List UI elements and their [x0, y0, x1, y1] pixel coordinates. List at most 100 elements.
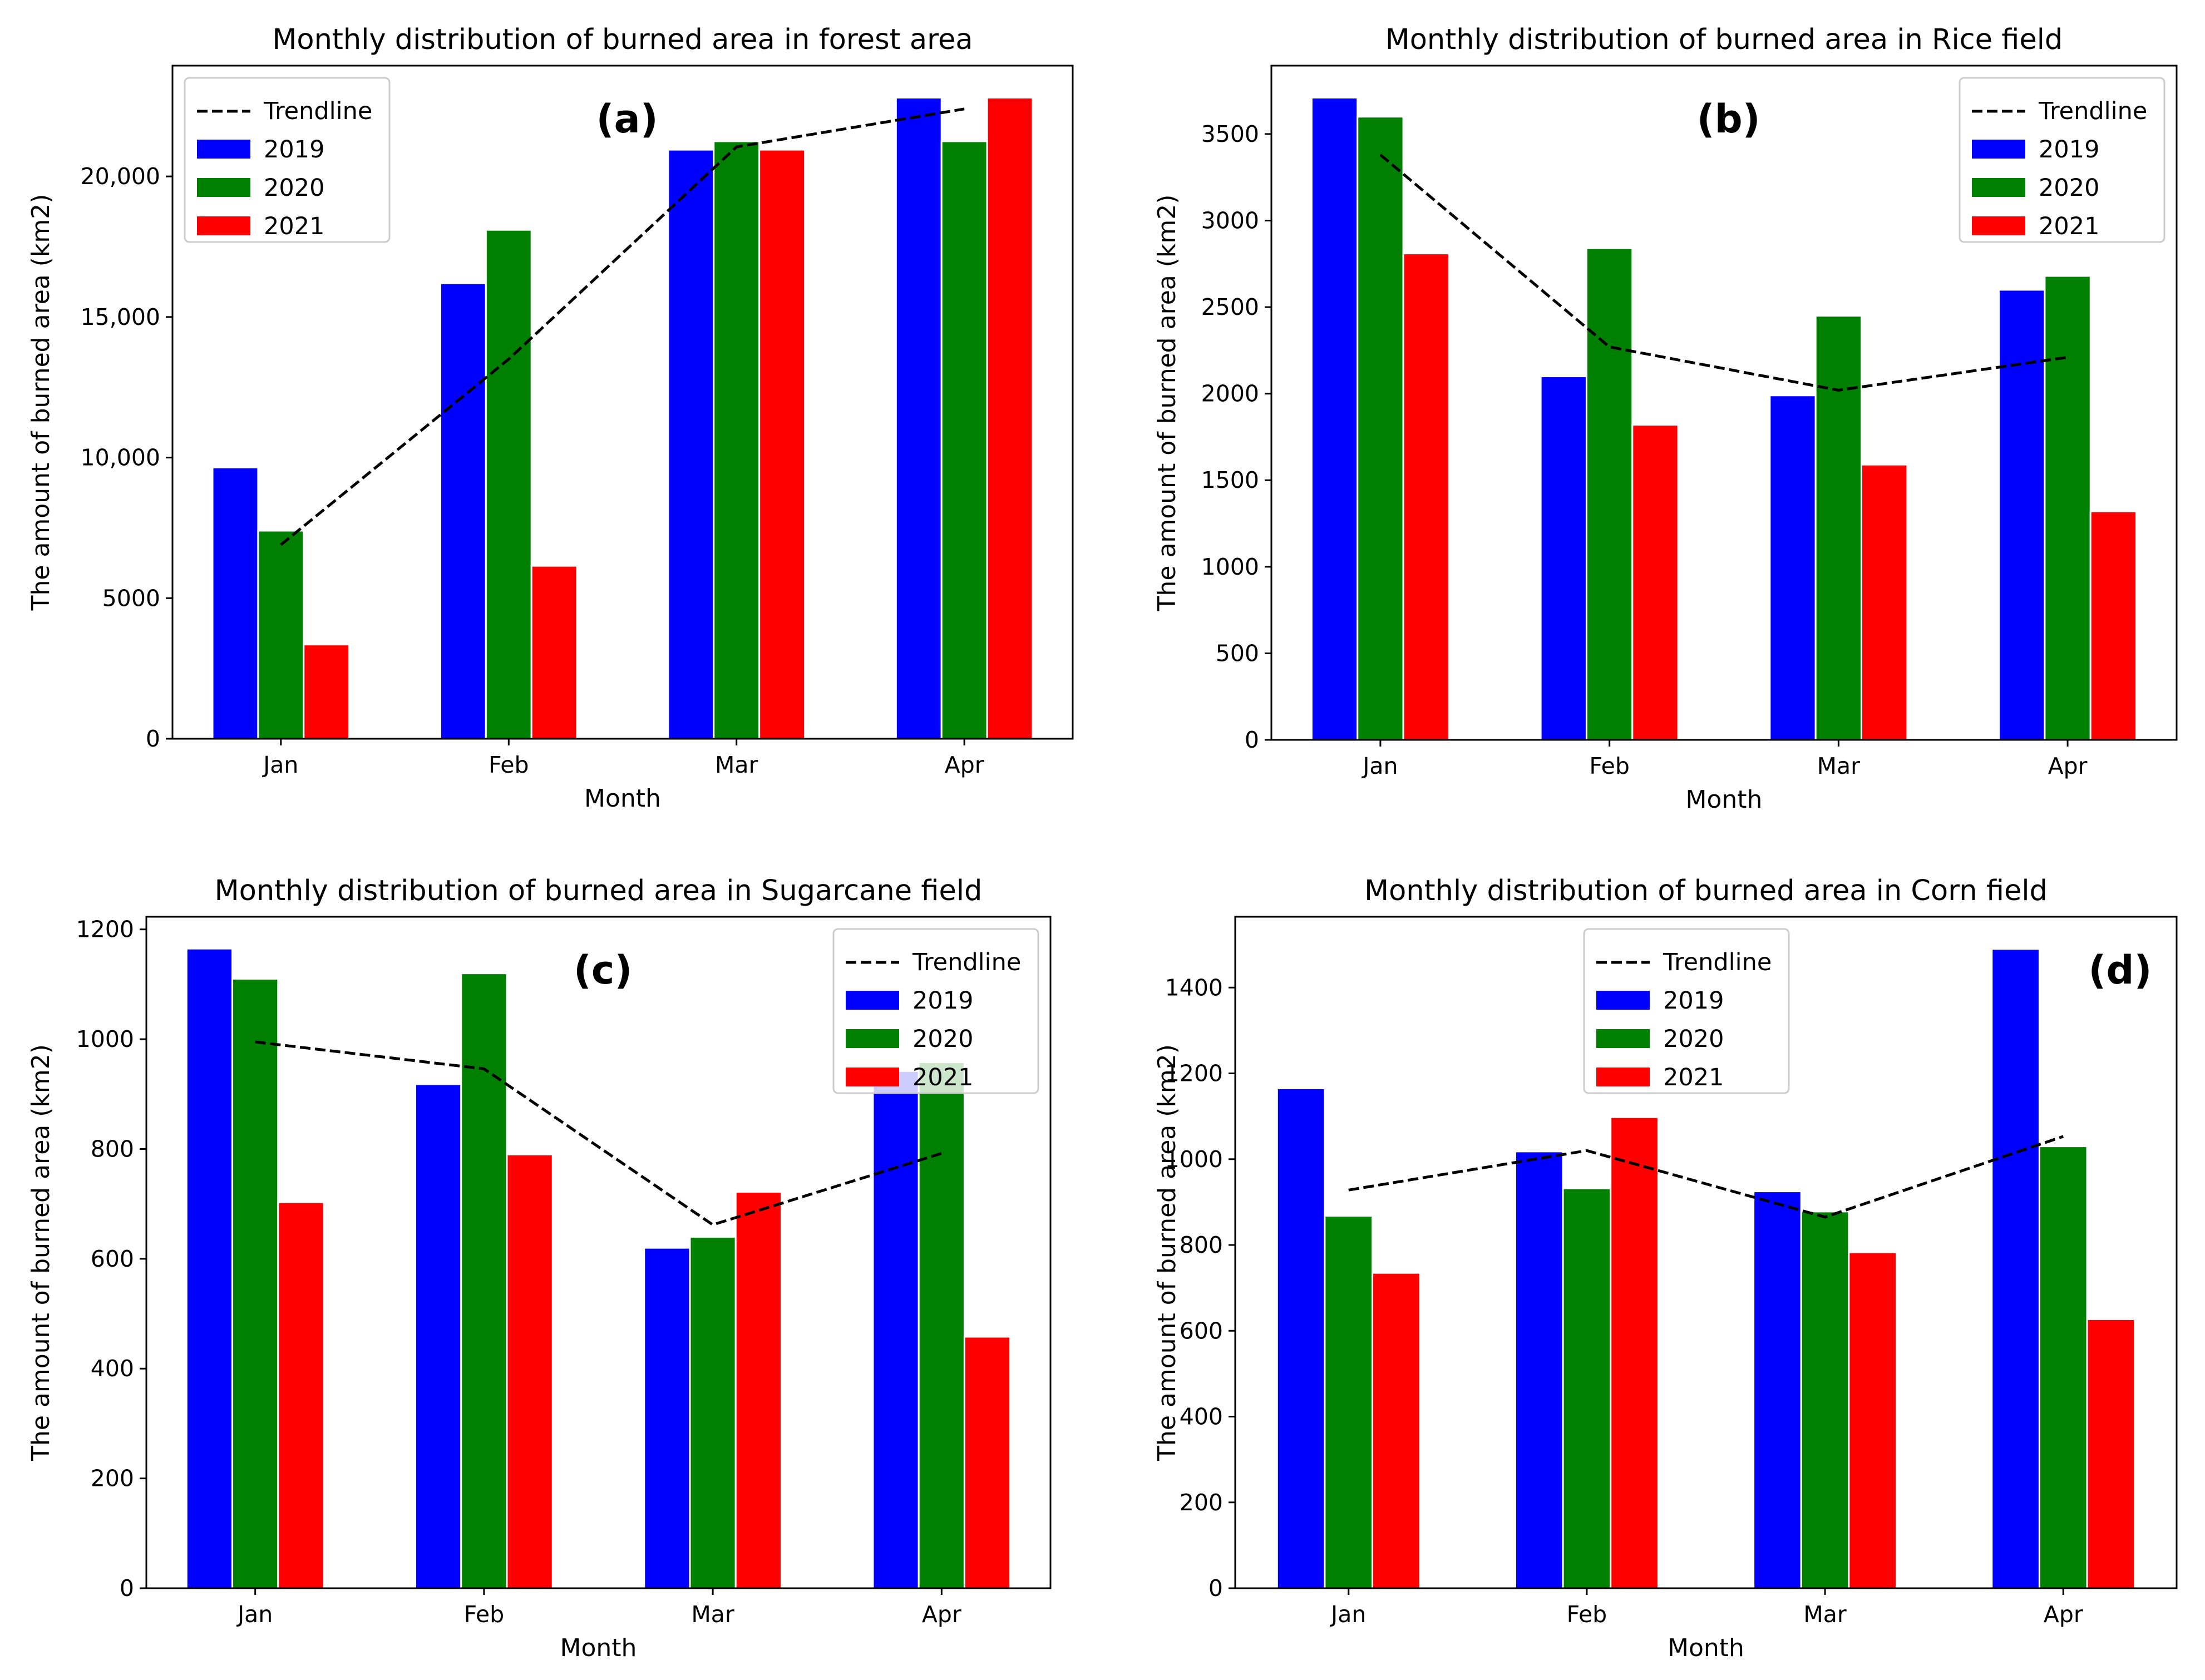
legend-swatch-2021 — [1596, 1068, 1650, 1086]
legend-swatch-2021 — [197, 216, 250, 235]
y-tick-label: 800 — [91, 1135, 134, 1162]
x-tick-label: Feb — [464, 1601, 505, 1628]
x-tick-label: Jan — [1361, 753, 1398, 779]
y-tick-label: 400 — [1180, 1404, 1223, 1430]
chart-title: Monthly distribution of burned area in f… — [272, 23, 973, 56]
x-tick-label: Apr — [2044, 1601, 2083, 1628]
x-tick-label: Apr — [922, 1601, 961, 1628]
y-tick-label: 2000 — [1201, 381, 1259, 407]
chart-title: Monthly distribution of burned area in R… — [1385, 23, 2063, 56]
legend-swatch-2020 — [1596, 1029, 1650, 1048]
legend-label-2019: 2019 — [912, 987, 973, 1015]
y-tick-label: 1000 — [1165, 1146, 1223, 1173]
bar-2021-jan — [277, 1201, 325, 1589]
plot-frame — [171, 65, 1074, 740]
legend-label-2021: 2021 — [912, 1064, 973, 1091]
y-tick-label: 1200 — [1165, 1060, 1223, 1087]
legend-trendline-label: Trendline — [2038, 97, 2147, 125]
y-tick-label: 1500 — [1201, 467, 1259, 493]
y-tick-label: 3000 — [1201, 207, 1259, 234]
legend-box — [184, 77, 391, 243]
bar-2021-jan — [1402, 253, 1450, 741]
y-tick-label: 200 — [1180, 1489, 1223, 1516]
trendline — [255, 1040, 943, 1227]
bar-2019-jan — [1276, 1087, 1326, 1589]
bar-2020-jan — [231, 978, 279, 1589]
y-axis-label: The amount of burned area (km2) — [27, 194, 55, 611]
bar-2019-apr — [1991, 948, 2040, 1589]
x-tick-label: Feb — [489, 752, 529, 778]
legend-label-2021: 2021 — [1663, 1064, 1724, 1091]
bar-2021-mar — [734, 1190, 782, 1589]
x-axis-label: Month — [560, 1634, 637, 1662]
bar-2020-mar — [713, 140, 761, 740]
bar-2020-jan — [1324, 1215, 1374, 1589]
y-tick-label: 400 — [91, 1355, 134, 1382]
x-tick-label: Feb — [1567, 1601, 1607, 1628]
chart-panel-b: Monthly distribution of burned area in R… — [1153, 23, 2178, 814]
bar-2019-feb — [415, 1083, 462, 1589]
x-tick-label: Jan — [236, 1601, 273, 1628]
legend: Trendline 2019 2020 2021 — [832, 928, 1039, 1094]
chart-title: Monthly distribution of burned area in C… — [1364, 874, 2048, 907]
legend-swatch-2019 — [846, 991, 899, 1010]
legend-label-2019: 2019 — [1663, 987, 1724, 1015]
legend-label-2020: 2020 — [264, 174, 324, 202]
legend-box — [832, 928, 1039, 1094]
bar-2020-mar — [1800, 1210, 1850, 1589]
bar-2020-apr — [2038, 1145, 2088, 1589]
bar-2020-feb — [485, 229, 532, 740]
bar-2021-apr — [986, 97, 1034, 740]
legend-label-2020: 2020 — [912, 1025, 973, 1053]
bar-2019-apr — [895, 97, 943, 740]
bar-2020-jan — [1356, 116, 1404, 741]
legend-swatch-2019 — [1972, 140, 2025, 159]
y-tick-label: 5000 — [102, 585, 160, 611]
y-axis-label: The amount of burned area (km2) — [27, 1044, 55, 1461]
x-tick-label: Jan — [262, 752, 298, 778]
legend-swatch-2021 — [846, 1068, 899, 1086]
y-tick-label: 0 — [146, 725, 160, 752]
y-axis-label: The amount of burned area (km2) — [1153, 1044, 1181, 1461]
bar-2020-mar — [689, 1236, 737, 1589]
legend-swatch-2019 — [197, 140, 250, 159]
legend-label-2020: 2020 — [2039, 174, 2099, 202]
bar-2019-feb — [1514, 1150, 1564, 1589]
x-tick-label: Mar — [1817, 753, 1860, 779]
panel-label: (d) — [2088, 947, 2152, 993]
bar-2021-apr — [2086, 1318, 2136, 1589]
plot-frame — [145, 916, 1052, 1589]
y-tick-label: 2500 — [1201, 294, 1259, 320]
y-tick-label: 10,000 — [81, 444, 160, 471]
x-axis-label: Month — [584, 784, 661, 813]
bar-2019-mar — [1753, 1190, 1802, 1589]
bar-2020-feb — [1562, 1187, 1612, 1589]
panel-label: (a) — [596, 96, 658, 142]
bar-2019-mar — [667, 149, 715, 740]
x-axis-label: Month — [1668, 1634, 1744, 1662]
y-tick-label: 20,000 — [81, 163, 160, 190]
y-tick-label: 1000 — [76, 1026, 134, 1053]
y-tick-label: 0 — [1208, 1575, 1223, 1602]
bar-2021-mar — [1861, 463, 1908, 741]
legend: Trendline 2019 2020 2021 — [1959, 77, 2165, 243]
legend-trendline-label: Trendline — [912, 948, 1021, 976]
bar-2021-mar — [758, 149, 806, 740]
legend-swatch-2020 — [1972, 178, 2025, 197]
x-tick-label: Mar — [715, 752, 758, 778]
bar-2019-apr — [1998, 289, 2046, 741]
bar-2020-feb — [460, 972, 508, 1589]
chart-panel-a: Monthly distribution of burned area in f… — [27, 23, 1074, 813]
legend-label-2019: 2019 — [264, 136, 324, 164]
bar-2021-apr — [963, 1336, 1012, 1589]
legend-label-2021: 2021 — [264, 213, 324, 240]
bar-2020-jan — [257, 530, 305, 740]
chart-panel-d: Monthly distribution of burned area in C… — [1153, 874, 2178, 1662]
bar-2020-apr — [940, 140, 988, 740]
bar-2021-feb — [506, 1153, 554, 1589]
x-tick-label: Apr — [2048, 753, 2088, 779]
y-tick-label: 600 — [91, 1246, 134, 1272]
legend-swatch-2019 — [1596, 991, 1650, 1010]
plot-frame — [1270, 65, 2178, 741]
